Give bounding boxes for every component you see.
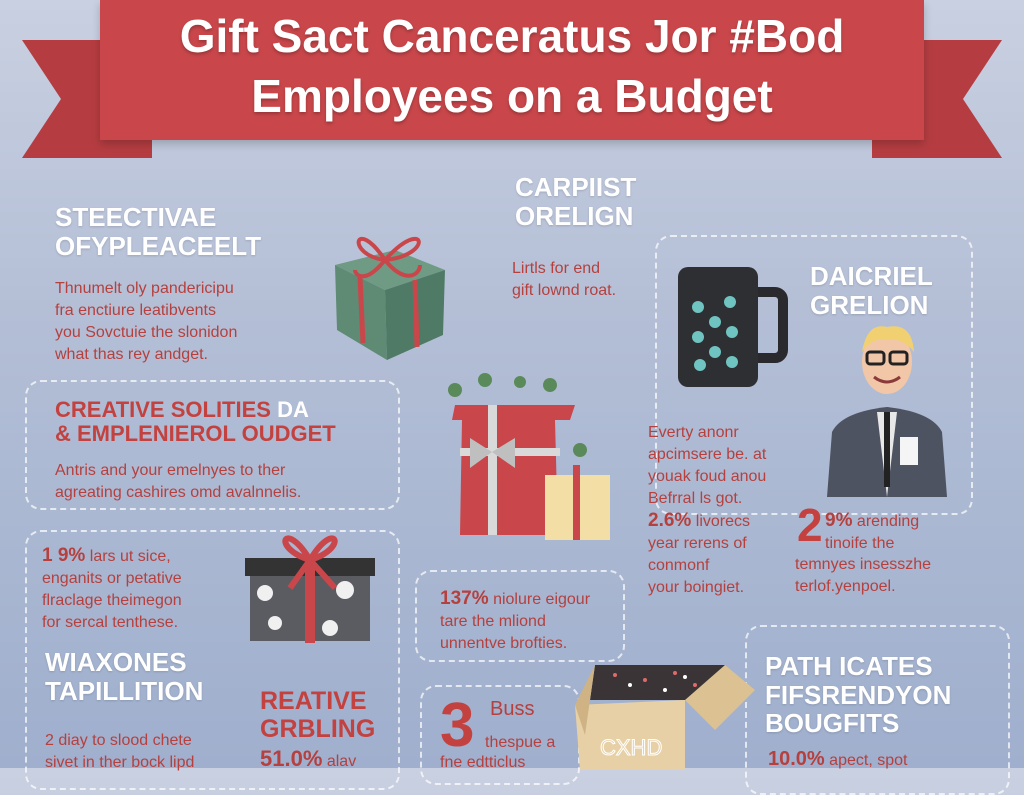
heading-line: & EMPLENIEROL OUDGET [55, 421, 336, 447]
green-gift-icon [335, 236, 445, 360]
body-line: 2 diay to slood chete [45, 732, 192, 749]
section-body-2: Lirtls for end gift lownd roat. [512, 258, 616, 302]
section-body-5: Everty anonr apcimsere be. at youak foud… [648, 422, 766, 510]
body-line: fne edtticlus [440, 754, 526, 771]
stat-block-9: 9% arending tinoife the [825, 510, 919, 555]
body-line: Befrral ls got. [648, 490, 743, 507]
stat-value: 9% [825, 510, 853, 531]
body-line: Antris and your emelnyes to ther [55, 462, 286, 479]
body-line: agreating cashires omd avalnnelis. [55, 484, 302, 501]
body-line: Lirtls for end [512, 260, 601, 277]
heading-line: OFYPLEACEELT [55, 230, 262, 261]
stat-big-3: 3 [440, 691, 475, 760]
red-gifts-icon [448, 373, 610, 540]
stat-block-9-tail: temnyes insesszhe terlof.yenpoel. [795, 554, 931, 598]
grey-gift-icon [245, 535, 375, 643]
stat-value: 137% [440, 588, 489, 609]
body-line: arending [856, 513, 920, 530]
body-line: niolure eigour [493, 591, 591, 608]
heading-line: BOUGFITS [765, 708, 900, 739]
stat-big-2: 2 [797, 499, 823, 551]
body-line: terlof.yenpoel. [795, 578, 896, 595]
stat-block-137: 137% niolure eigour tare the mliond unne… [440, 588, 590, 655]
heading-line: STEECTIVAE [55, 202, 217, 232]
person-illustration-icon [827, 326, 947, 497]
body-line: for sercal tenthese. [42, 614, 179, 631]
body-line: tinoife the [825, 535, 895, 552]
title-banner [100, 0, 924, 140]
section-body-4: Antris and your emelnyes to ther agreati… [55, 460, 301, 504]
cardboard-box-icon: CXHD [575, 665, 755, 770]
stat-block-19: 1 9% lars ut sice, enganits or petative … [42, 545, 182, 634]
heading-text: CREATIVE SOLITIES [55, 397, 271, 422]
heading-line: GRELION [810, 289, 929, 320]
body-line: flraclage theimegon [42, 592, 182, 609]
body-text: alav [326, 753, 357, 770]
section-body-9: 2 diay to slood chete sivet in ther bock… [45, 730, 194, 774]
body-line: lars ut sice, [89, 548, 171, 565]
section-heading-creative: CREATIVE SOLITIES DA & EMPLENIEROL OUDGE… [55, 397, 336, 447]
stat-block-2-6: 2.6% livorecs year rerens of conmonf you… [648, 510, 750, 599]
heading-line: GRBLING [260, 714, 376, 743]
body-line: gift lownd roat. [512, 282, 617, 299]
body-line: fra enctiure leatibvents [55, 302, 216, 319]
heading-line: TAPILLITION [45, 675, 204, 706]
heading-line: ORELIGN [515, 200, 634, 231]
heading-line: PATH ICATES [765, 651, 933, 681]
mug-icon [678, 267, 788, 387]
title-line-1: Gift Sact Canceratus Jor #Bod [179, 10, 845, 62]
title-line-2: Employees on a Budget [251, 70, 773, 122]
body-line: your boingiet. [648, 579, 745, 596]
page-title: Gift Sact Canceratus Jor #Bod Employees … [100, 6, 924, 126]
body-line: youak foud anou [648, 468, 767, 485]
body-text: apect, spot [829, 752, 908, 769]
stat-value: 10.0% [768, 748, 825, 770]
body-line: year rerens of [648, 535, 747, 552]
frame-stat-137 [415, 570, 625, 662]
body-line: Everty anonr [648, 424, 739, 441]
section-heading-daicriel: DAICRIEL GRELION [810, 262, 933, 319]
body-line: temnyes insesszhe [795, 556, 932, 573]
body-line: thespue a [485, 734, 556, 751]
section-heading-wiaxones: WIAXONES TAPILLITION [45, 648, 203, 705]
body-line: Buss [490, 698, 535, 720]
body-line: livorecs [695, 513, 750, 530]
stat-value: 1 9% [42, 545, 86, 566]
heading-line: DAICRIEL [810, 261, 933, 291]
heading-accent: DA [277, 397, 309, 422]
heading-line: FIFSRENDYON [765, 679, 952, 710]
section-heading-reative: REATIVE GRBLING [260, 687, 376, 743]
body-line: unnentve brofties. [440, 635, 568, 652]
stat-value: 51.0% [260, 746, 323, 771]
body-line: enganits or petative [42, 570, 182, 587]
body-line: tare the mliond [440, 613, 546, 630]
body-line: sivet in ther bock lipd [45, 754, 195, 771]
heading-line: REATIVE [260, 687, 367, 715]
section-heading-path: PATH ICATES FIFSRENDYON BOUGFITS [765, 652, 951, 738]
stat-block-10: 10.0% apect, spot [768, 748, 907, 772]
stat-value: 2.6% [648, 510, 692, 531]
frame-person [655, 235, 973, 515]
heading-line: CARPIIST [515, 172, 637, 202]
body-line: Thnumelt oly pandericipu [55, 280, 234, 297]
body-line: what thas rey andget. [55, 346, 208, 363]
stat-block-51: 51.0% alav [260, 748, 356, 773]
body-line: apcimsere be. at [648, 446, 767, 463]
heading-line: WIAXONES [45, 647, 187, 677]
frame-creative [25, 380, 400, 510]
body-line: you Sovctuie the slonidon [55, 324, 238, 341]
section-heading-steectivae: STEECTIVAE OFYPLEACEELT [55, 203, 261, 260]
section-body-1: Thnumelt oly pandericipu fra enctiure le… [55, 278, 237, 366]
section-heading-carpiist: CARPIIST ORELIGN [515, 173, 636, 230]
box-label: CXHD [600, 735, 662, 760]
body-line: conmonf [648, 557, 710, 574]
